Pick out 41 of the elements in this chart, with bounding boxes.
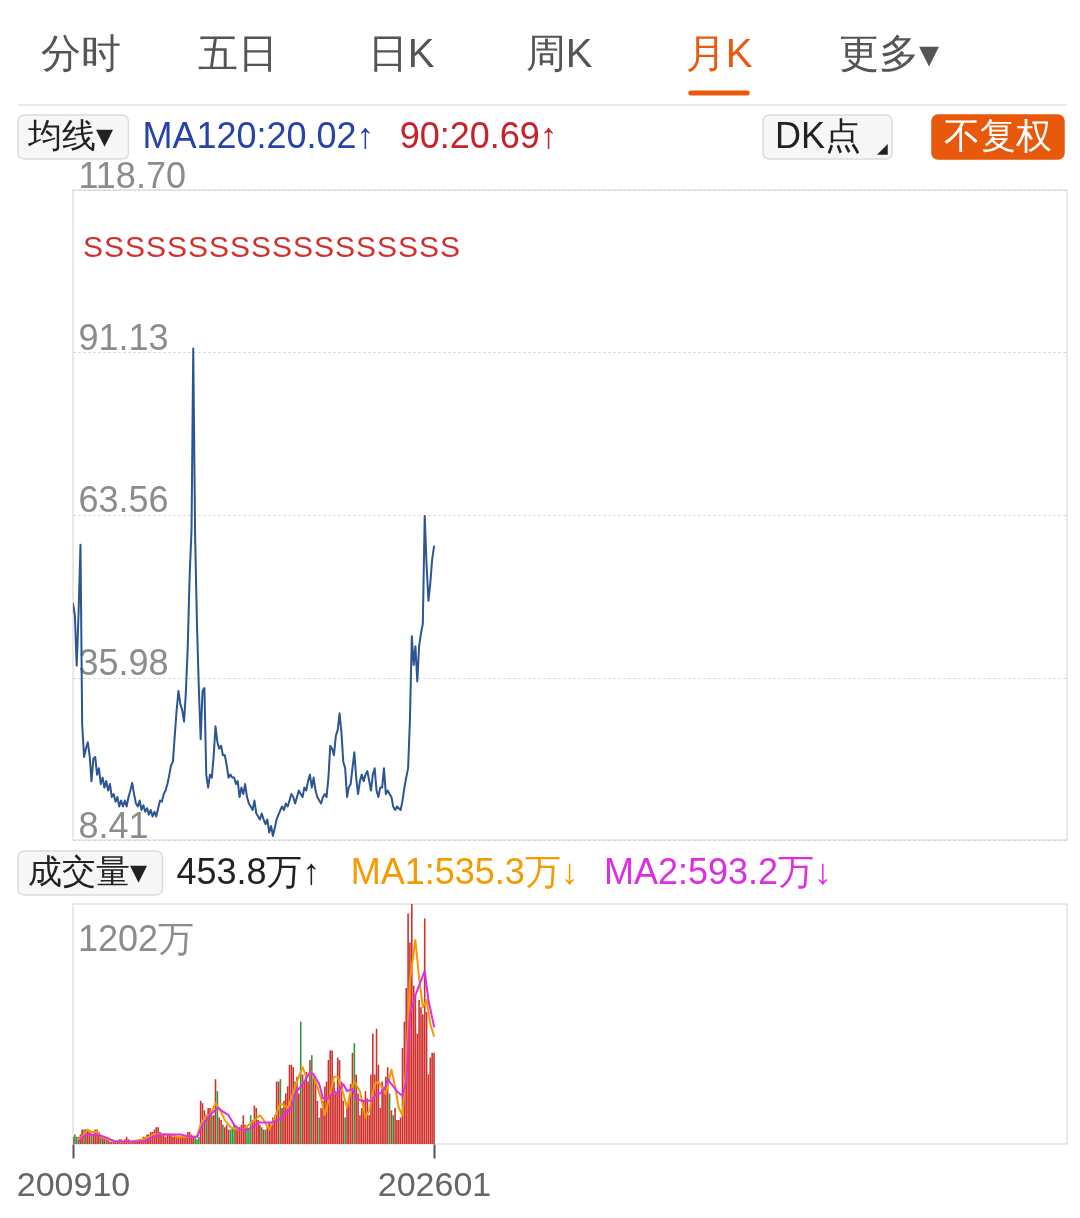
- y-tick-label: 8.41: [78, 804, 149, 846]
- text: MA2:593.2万↓: [604, 851, 833, 892]
- annotation: S: [103, 230, 125, 263]
- text: 90:20.69↑: [399, 115, 558, 156]
- annotation: S: [313, 230, 335, 263]
- annotation: S: [397, 230, 419, 263]
- annotation: S: [292, 230, 314, 263]
- annotation: S: [145, 230, 167, 263]
- text: 五日: [198, 31, 278, 75]
- text: 不复权: [944, 115, 1052, 156]
- x-tick-label: 202601: [377, 1164, 492, 1203]
- text: MA1:535.3万↓: [350, 851, 579, 892]
- annotation: S: [355, 230, 377, 263]
- annotation: S: [418, 230, 440, 263]
- annotation: S: [187, 230, 209, 263]
- text: 分时: [41, 31, 121, 75]
- chart-title: 均线▾: [27, 116, 113, 154]
- y-tick-label: 118.70: [78, 154, 186, 196]
- annotation: S: [250, 230, 272, 263]
- annotation: S: [166, 230, 188, 263]
- y-tick-label: 91.13: [78, 316, 169, 358]
- text: ◢: [876, 140, 888, 156]
- annotation: S: [334, 230, 356, 263]
- chart-title: 成交量▾: [28, 852, 147, 890]
- annotation: S: [82, 230, 104, 263]
- y-tick-label: 63.56: [78, 479, 169, 521]
- text: MA120:20.02↑: [142, 115, 375, 156]
- annotation: S: [124, 230, 146, 263]
- text: 周K: [525, 31, 593, 75]
- annotation: S: [439, 230, 461, 263]
- annotation: S: [208, 230, 230, 263]
- text: 453.8万↑: [176, 851, 321, 892]
- text: 日K: [367, 31, 435, 75]
- annotation: S: [271, 230, 293, 263]
- text: 更多▾: [839, 31, 939, 75]
- text: 月K: [685, 31, 753, 75]
- annotation: S: [376, 230, 398, 263]
- annotation: S: [229, 230, 251, 263]
- annotation: 1202万: [78, 918, 195, 959]
- x-tick-label: 200910: [16, 1164, 131, 1203]
- text: DK点: [775, 115, 862, 156]
